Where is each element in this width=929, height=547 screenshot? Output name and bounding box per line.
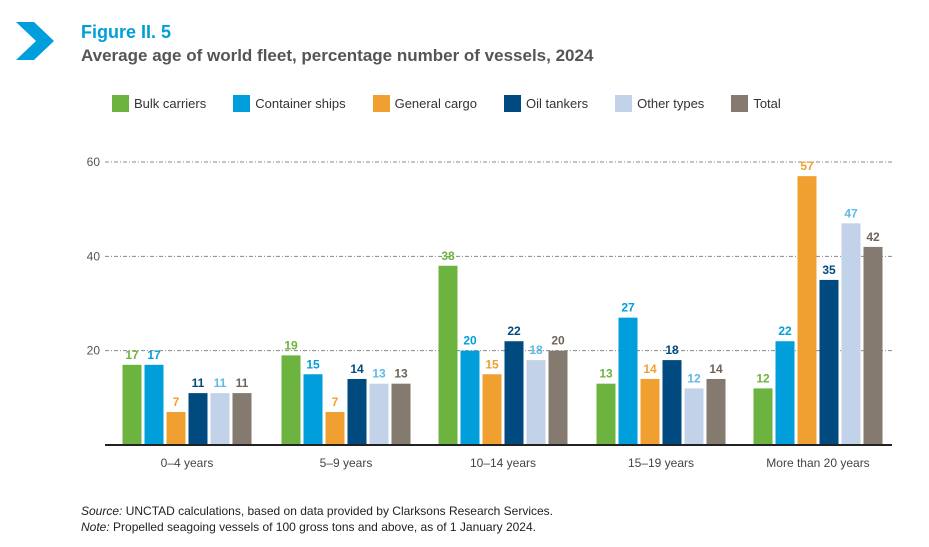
data-label: 11 [192, 376, 205, 390]
data-label: 18 [529, 343, 543, 357]
data-label: 12 [756, 371, 770, 385]
x-tick-label: 0–4 years [161, 456, 214, 470]
bar [303, 374, 323, 445]
y-tick-label: 60 [87, 155, 101, 169]
data-label: 19 [284, 338, 298, 352]
bar [391, 383, 411, 445]
legend-swatch [615, 95, 633, 112]
bar [369, 383, 389, 445]
bar [166, 411, 186, 445]
data-label: 20 [463, 334, 477, 348]
bar [188, 393, 208, 445]
data-label: 12 [687, 371, 701, 385]
bar [347, 378, 367, 445]
legend: Bulk carriers Container ships General carg… [112, 95, 808, 112]
bar [526, 360, 546, 445]
legend-label: Bulk carriers [134, 96, 207, 111]
data-label: 27 [621, 301, 635, 315]
data-label: 7 [332, 395, 339, 409]
legend-item: General cargo [372, 95, 477, 112]
bar [232, 393, 252, 445]
data-label: 13 [372, 367, 386, 381]
data-label: 15 [306, 357, 320, 371]
legend-item: Container ships [233, 95, 346, 112]
data-label: 14 [709, 362, 723, 376]
bar [144, 364, 164, 445]
bar [482, 374, 502, 445]
bar [753, 388, 773, 445]
data-label: 47 [844, 206, 858, 220]
data-label: 13 [394, 367, 408, 381]
bar [775, 341, 795, 445]
bar [325, 411, 345, 445]
data-label: 15 [485, 357, 499, 371]
legend-label: Container ships [255, 96, 346, 111]
bar [210, 393, 230, 445]
x-tick-label: 5–9 years [320, 456, 373, 470]
legend-item: Bulk carriers [112, 95, 206, 112]
bar [819, 279, 839, 445]
bar [596, 383, 616, 445]
bar [684, 388, 704, 445]
data-label: 22 [507, 324, 521, 338]
data-label: 42 [866, 230, 880, 244]
data-label: 35 [822, 263, 836, 277]
bar [841, 223, 861, 445]
legend-swatch [112, 95, 129, 112]
figure-label: Figure II. 5 [81, 22, 172, 42]
legend-label: Other types [637, 96, 705, 111]
x-tick-label: 10–14 years [470, 456, 536, 470]
data-label: 18 [665, 343, 679, 357]
data-label: 57 [800, 159, 814, 173]
data-label: 17 [147, 348, 161, 362]
data-label: 13 [599, 367, 613, 381]
data-label: 14 [350, 362, 364, 376]
x-tick-label: More than 20 years [766, 456, 869, 470]
data-label: 17 [125, 348, 139, 362]
bar [504, 341, 524, 445]
legend-swatch [731, 95, 749, 112]
y-tick-label: 40 [87, 249, 101, 263]
footer: Source: UNCTAD calculations, based on da… [81, 503, 553, 535]
legend-label: Total [753, 96, 781, 111]
bar [618, 317, 638, 445]
data-label: 11 [236, 376, 249, 390]
data-label: 38 [441, 249, 455, 263]
source-note: Source: UNCTAD calculations, based on da… [81, 504, 553, 518]
bar [662, 360, 682, 445]
legend-item: Oil tankers [503, 95, 589, 112]
x-tick-label: 15–19 years [628, 456, 694, 470]
bar [438, 265, 458, 445]
data-label: 14 [643, 362, 657, 376]
bar [281, 355, 301, 445]
data-label: 11 [214, 376, 227, 390]
data-label: 22 [778, 324, 792, 338]
y-tick-label: 20 [87, 344, 101, 358]
legend-item: Other types [615, 95, 704, 112]
bar-chart: 20 40 60 17 17 7 11 11 11 0–4 years 19 15 7 14 13 13 5–9… [87, 155, 892, 470]
bar [460, 350, 480, 445]
bar [797, 176, 817, 445]
data-label: 20 [551, 334, 565, 348]
legend-swatch [233, 95, 251, 112]
legend-label: General cargo [394, 96, 477, 111]
bar [706, 378, 726, 445]
chart-title: Average age of world fleet, percentage n… [81, 46, 594, 65]
bar [548, 350, 568, 445]
bar [122, 364, 142, 445]
legend-label: Oil tankers [525, 96, 589, 111]
note: Note: Propelled seagoing vessels of 100 … [81, 520, 536, 534]
legend-swatch [503, 95, 521, 112]
bar [640, 378, 660, 445]
chevron-right-icon [16, 22, 54, 60]
legend-item: Total [731, 95, 781, 112]
bar [863, 246, 883, 445]
data-label: 7 [173, 395, 180, 409]
legend-swatch [372, 95, 390, 112]
